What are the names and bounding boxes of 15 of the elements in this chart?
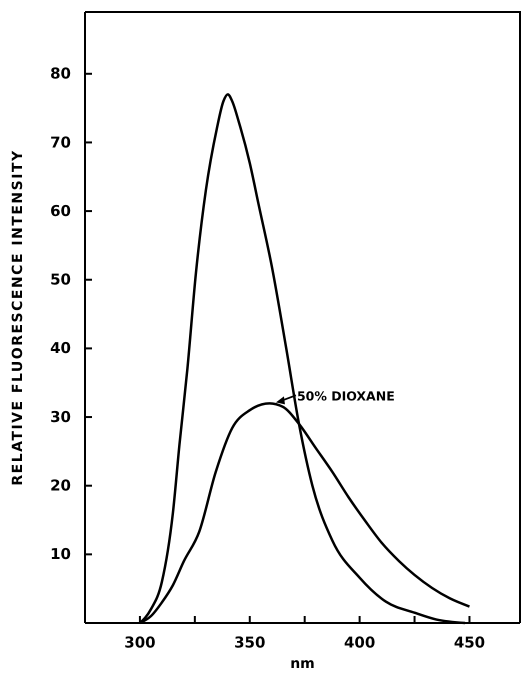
y-tick-label: 50 bbox=[50, 270, 71, 289]
y-tick-label: 70 bbox=[50, 133, 71, 152]
x-tick-label: 300 bbox=[124, 634, 156, 652]
y-tick-label: 60 bbox=[50, 202, 71, 220]
y-axis-title: RELATIVE FLUORESCENCE INTENSITY bbox=[10, 149, 26, 486]
y-tick-label: 10 bbox=[50, 545, 71, 564]
x-tick-label: 400 bbox=[344, 634, 376, 652]
y-tick-label: 40 bbox=[50, 339, 71, 358]
y-tick-label: 80 bbox=[50, 64, 71, 83]
x-tick-label: 450 bbox=[454, 634, 486, 652]
y-tick-label: 20 bbox=[50, 476, 71, 494]
annotation: 50% DIOXANE bbox=[296, 388, 395, 404]
y-tick-label: 30 bbox=[50, 408, 71, 426]
x-tick-label: 350 bbox=[234, 634, 266, 652]
x-axis-title: nm bbox=[290, 656, 315, 672]
